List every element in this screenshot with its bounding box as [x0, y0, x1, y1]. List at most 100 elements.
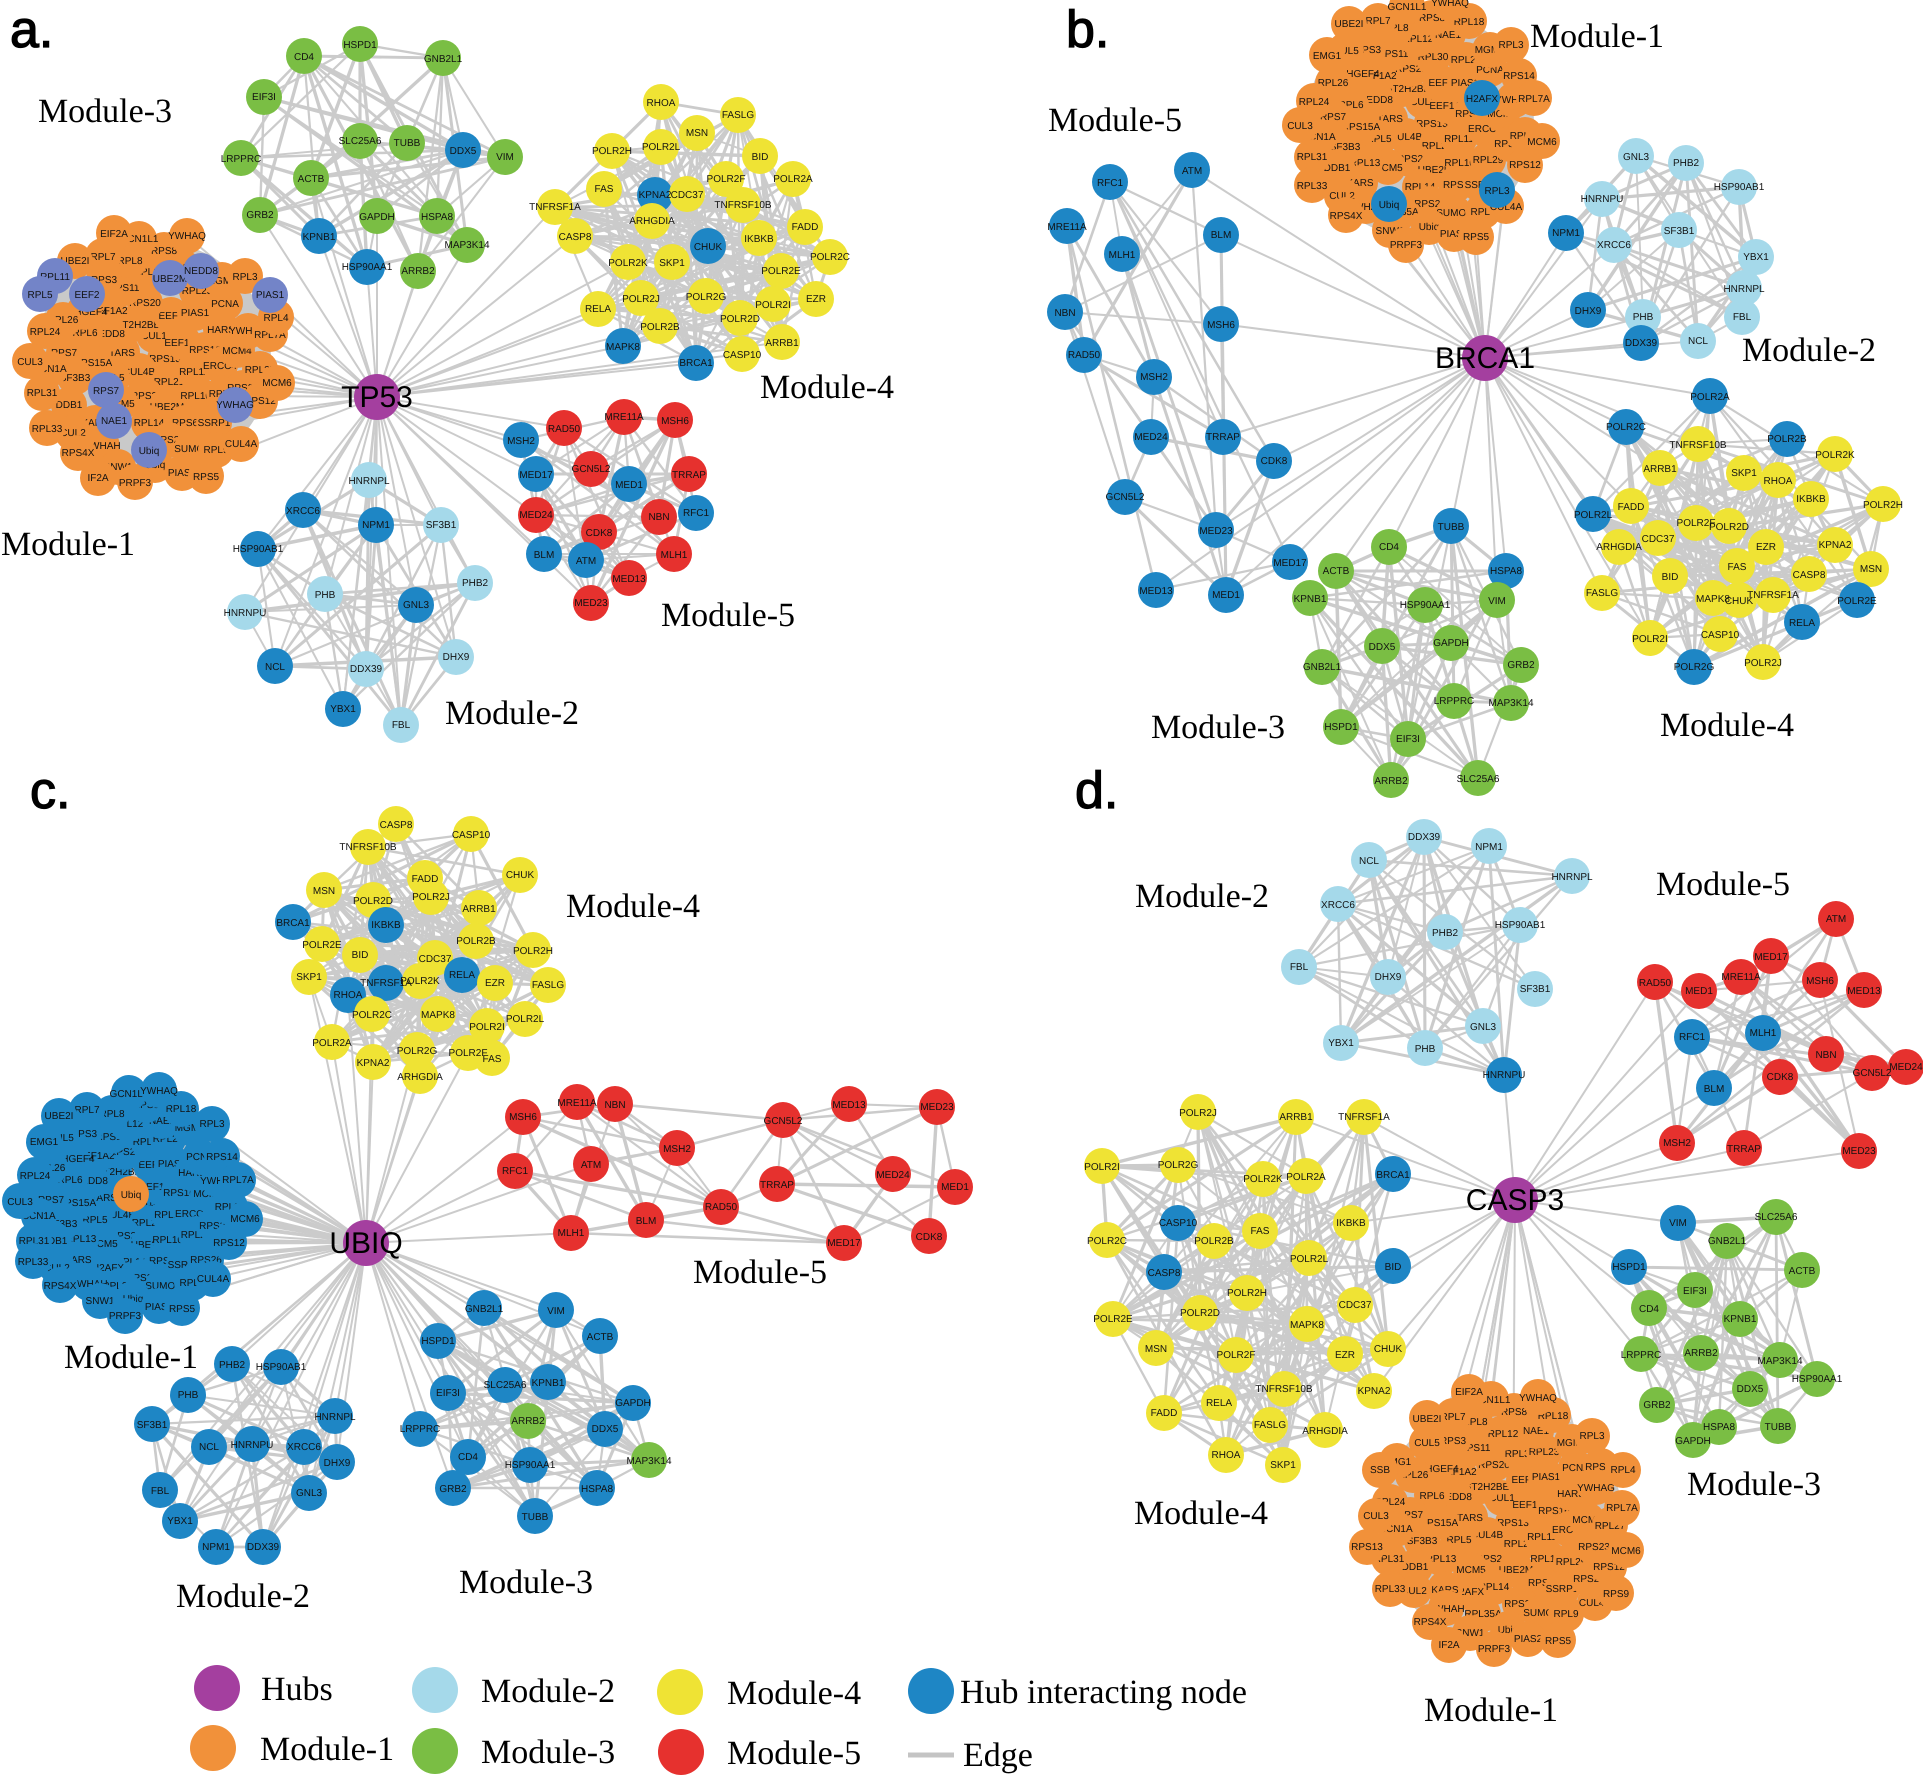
svg-text:POLR2J: POLR2J [1744, 658, 1782, 669]
svg-text:Ubiq: Ubiq [121, 1190, 142, 1201]
svg-text:RPL4: RPL4 [1610, 1465, 1635, 1476]
svg-text:ARHGEF4: ARHGEF4 [1332, 69, 1380, 80]
svg-text:RPS26: RPS26 [190, 1255, 222, 1266]
svg-text:RPS5: RPS5 [193, 472, 220, 483]
svg-text:NBN: NBN [648, 512, 669, 523]
svg-text:NEDD8: NEDD8 [184, 266, 218, 277]
svg-text:TNFRSF10B: TNFRSF10B [714, 200, 772, 211]
svg-text:RPS12: RPS12 [1593, 1562, 1625, 1573]
svg-text:EIF3I: EIF3I [436, 1388, 460, 1399]
svg-text:MED24: MED24 [519, 510, 553, 521]
svg-text:SCN1A: SCN1A [1302, 132, 1336, 143]
svg-text:POLR2I: POLR2I [469, 1022, 505, 1033]
svg-text:TARS: TARS [109, 348, 135, 359]
svg-text:YBX1: YBX1 [167, 1516, 193, 1527]
svg-text:BLM: BLM [636, 1216, 657, 1227]
svg-text:GCN5L2: GCN5L2 [1853, 1068, 1892, 1079]
svg-text:POLR2H: POLR2H [1863, 500, 1903, 511]
svg-text:POLR2K: POLR2K [608, 258, 648, 269]
svg-text:YBX1: YBX1 [1328, 1038, 1354, 1049]
svg-text:SUMO3: SUMO3 [1436, 208, 1472, 219]
svg-text:CASP3: CASP3 [1466, 1184, 1564, 1217]
svg-text:Module-1: Module-1 [1530, 18, 1664, 55]
svg-text:RPS12: RPS12 [1509, 160, 1541, 171]
svg-text:YWHAH: YWHAH [83, 441, 120, 452]
svg-text:EZR: EZR [806, 294, 826, 305]
svg-text:RPL10A: RPL10A [1530, 1554, 1568, 1565]
svg-text:RELA: RELA [585, 304, 611, 315]
svg-text:FASLG: FASLG [532, 980, 564, 991]
svg-text:RFC1: RFC1 [1097, 178, 1124, 189]
svg-text:RPS12: RPS12 [213, 1238, 245, 1249]
svg-text:RPL33: RPL33 [32, 424, 63, 435]
svg-text:RPL8: RPL8 [99, 1109, 124, 1120]
svg-text:EEF2: EEF2 [1428, 78, 1453, 89]
svg-text:SF3B3: SF3B3 [1330, 142, 1361, 153]
svg-text:RPS20: RPS20 [109, 1147, 141, 1158]
svg-text:EEF1A1: EEF1A1 [1429, 101, 1467, 112]
svg-text:RPL3: RPL3 [1484, 186, 1509, 197]
svg-text:PCNA: PCNA [1562, 1463, 1590, 1474]
svg-text:ATM: ATM [1826, 914, 1846, 925]
svg-text:KARS: KARS [1346, 178, 1374, 189]
svg-text:GCN1L1: GCN1L1 [110, 1089, 149, 1100]
svg-text:POLR2L: POLR2L [642, 142, 681, 153]
svg-text:HSP90AA1: HSP90AA1 [1400, 600, 1451, 611]
svg-text:Module-1: Module-1 [1, 526, 135, 563]
svg-text:Module-5: Module-5 [1048, 102, 1182, 139]
svg-text:GNL3: GNL3 [296, 1488, 323, 1499]
svg-text:ARRB2: ARRB2 [1684, 1348, 1718, 1359]
svg-text:RPS7: RPS7 [38, 1195, 65, 1206]
svg-text:RPS13: RPS13 [1351, 1542, 1383, 1553]
svg-text:POLR2H: POLR2H [592, 146, 632, 157]
svg-text:MLH1: MLH1 [661, 550, 688, 561]
svg-text:RPL8: RPL8 [1383, 23, 1408, 34]
svg-text:RPL27: RPL27 [1595, 1521, 1626, 1532]
svg-text:HIST2H2BE: HIST2H2BE [1455, 1482, 1510, 1493]
svg-text:RFC1: RFC1 [502, 1166, 529, 1177]
svg-text:POLR2D: POLR2D [353, 896, 393, 907]
svg-text:HIST2H2BE: HIST2H2BE [1376, 84, 1431, 95]
svg-text:H2AFX: H2AFX [1466, 94, 1499, 105]
svg-text:RPS16: RPS16 [1455, 109, 1487, 120]
svg-text:CDC37: CDC37 [419, 954, 452, 965]
svg-text:MED17: MED17 [827, 1238, 861, 1249]
svg-text:MED13: MED13 [1847, 986, 1881, 997]
svg-text:RPS16: RPS16 [163, 1188, 195, 1199]
svg-text:Module-1: Module-1 [1424, 1692, 1558, 1729]
svg-text:POLR2K: POLR2K [400, 976, 440, 987]
svg-text:NBN: NBN [604, 1100, 625, 1111]
svg-text:HNRNPL: HNRNPL [314, 1412, 356, 1423]
svg-text:POLR2D: POLR2D [720, 314, 760, 325]
svg-text:RPS8: RPS8 [1419, 13, 1446, 24]
svg-text:KPNA2: KPNA2 [1358, 1386, 1391, 1397]
svg-text:VIM: VIM [547, 1306, 565, 1317]
svg-text:YWHAG: YWHAG [229, 326, 267, 337]
svg-text:NCL: NCL [199, 1442, 219, 1453]
svg-text:CUL2: CUL2 [1329, 191, 1355, 202]
svg-text:SSRP1: SSRP1 [168, 1260, 201, 1271]
svg-text:d.: d. [1075, 762, 1118, 820]
svg-text:Module-5: Module-5 [661, 597, 795, 634]
svg-text:DDX5: DDX5 [1369, 642, 1396, 653]
svg-text:POLR2F: POLR2F [1677, 518, 1716, 529]
svg-text:POLR2J: POLR2J [1179, 1108, 1217, 1119]
svg-text:RPS21: RPS21 [1414, 199, 1446, 210]
svg-text:MED1: MED1 [941, 1182, 969, 1193]
svg-text:MCM6: MCM6 [1527, 137, 1557, 148]
svg-text:RPS8: RPS8 [1501, 1407, 1528, 1418]
svg-text:PIAS2: PIAS2 [145, 1302, 174, 1313]
svg-text:PRPF3: PRPF3 [119, 478, 152, 489]
svg-text:RPS3: RPS3 [1440, 1436, 1467, 1447]
svg-text:RPL18: RPL18 [166, 1104, 197, 1115]
svg-text:RPS5: RPS5 [1545, 1636, 1572, 1647]
svg-text:ARHGEF4: ARHGEF4 [47, 1154, 95, 1165]
svg-text:HIST2H2BE: HIST2H2BE [87, 1167, 142, 1178]
svg-text:RPL3: RPL3 [199, 1119, 224, 1130]
svg-text:RPL31: RPL31 [1374, 1554, 1405, 1565]
svg-text:CASP8: CASP8 [559, 232, 592, 243]
svg-text:CUL3: CUL3 [7, 1197, 33, 1208]
svg-text:TNFRSF1A: TNFRSF1A [360, 978, 412, 989]
svg-text:UBE2M: UBE2M [1418, 165, 1452, 176]
svg-text:MRE11A: MRE11A [604, 412, 644, 423]
